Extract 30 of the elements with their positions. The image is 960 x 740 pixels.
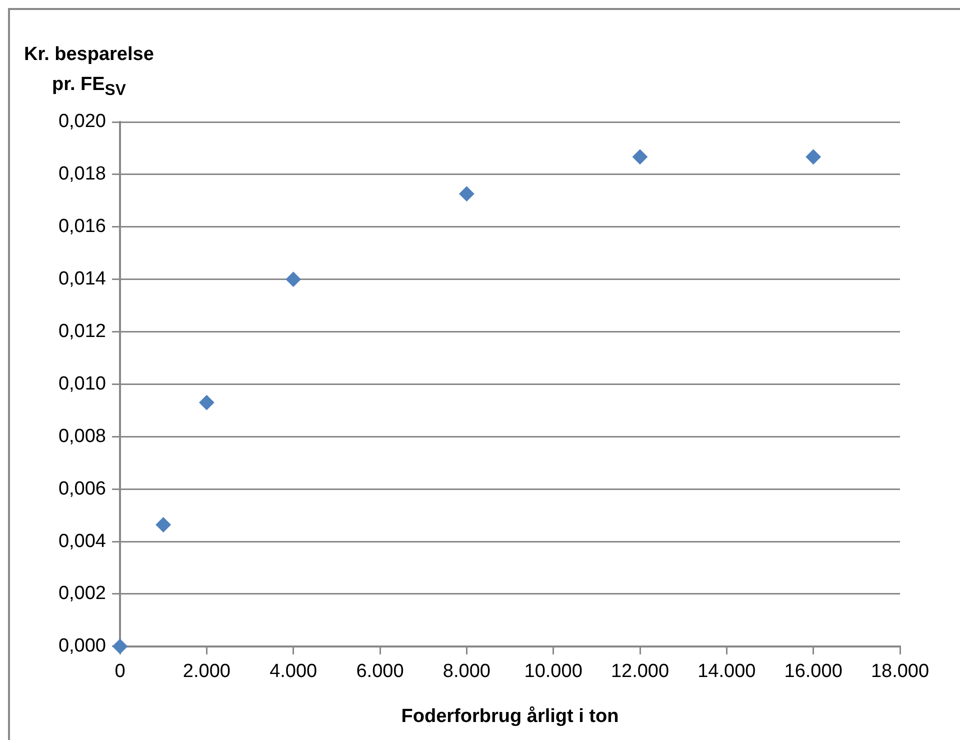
x-tick-label: 2.000 xyxy=(182,661,230,682)
x-tick-label: 16.000 xyxy=(784,661,842,682)
x-tick-label: 18.000 xyxy=(870,661,930,682)
y-tick-label: 0,014 xyxy=(58,268,106,290)
y-tick-label: 0,012 xyxy=(58,320,106,342)
x-tick-label: 10.000 xyxy=(524,661,582,682)
point xyxy=(286,272,301,287)
y-tick-label: 0,006 xyxy=(58,478,106,500)
y-axis-title: Kr. besparelse pr. FE$_{SV}$ xyxy=(24,43,154,101)
y-tick-label: 0,018 xyxy=(58,164,106,185)
point xyxy=(806,149,821,164)
y-tick-label: 0,000 xyxy=(58,636,106,657)
x-tick-label: 12.000 xyxy=(610,661,670,682)
point xyxy=(199,395,214,410)
x-tick-label: 4.000 xyxy=(270,661,318,682)
point xyxy=(459,186,474,202)
x-tick-label: 0 xyxy=(114,661,126,682)
y-tick-label: 0,004 xyxy=(58,530,106,552)
y-tick-label: 0,008 xyxy=(58,426,106,447)
y-tick-label: 0,002 xyxy=(58,583,106,604)
point xyxy=(632,149,648,164)
x-tick-label: 14.000 xyxy=(698,661,756,682)
x-tick-label: 8.000 xyxy=(442,661,490,682)
y-tick-label: 0,020 xyxy=(58,111,106,132)
x-tick-label: 6.000 xyxy=(356,661,404,682)
x-axis-title: Foderforbrug årligt i ton xyxy=(401,706,619,727)
y-tick-label: 0,016 xyxy=(58,216,106,238)
y-tick-label: 0,010 xyxy=(58,373,106,394)
point xyxy=(112,638,128,654)
point xyxy=(156,517,171,532)
